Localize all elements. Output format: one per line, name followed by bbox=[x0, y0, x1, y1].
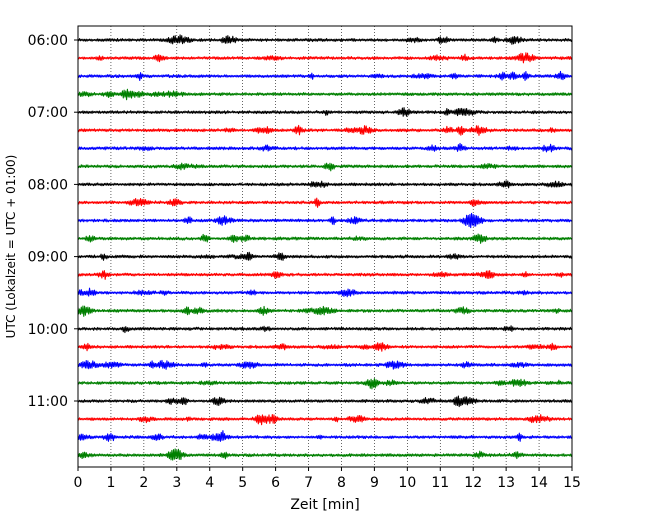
x-tick-label: 6 bbox=[271, 475, 280, 491]
trace-0945 bbox=[77, 305, 573, 317]
x-tick-label: 2 bbox=[139, 475, 148, 491]
y-tick-label: 09:00 bbox=[28, 250, 68, 266]
trace-0900 bbox=[77, 251, 573, 261]
x-tick-label: 3 bbox=[172, 475, 181, 491]
x-tick-label: 8 bbox=[337, 475, 346, 491]
seismic-traces bbox=[77, 34, 573, 461]
y-tick-label: 08:00 bbox=[28, 177, 68, 193]
x-tick-label: 9 bbox=[370, 475, 379, 491]
y-tick-label: 10:00 bbox=[28, 322, 68, 338]
trace-0815 bbox=[77, 197, 573, 208]
x-axis-ticks: 0 1 2 3 4 5 6 7 8 9 10 11 12 13 14 15 bbox=[74, 467, 581, 491]
trace-1100 bbox=[77, 395, 573, 408]
y-tick-label: 07:00 bbox=[28, 105, 68, 121]
x-tick-label: 1 bbox=[106, 475, 115, 491]
trace-0830 bbox=[77, 212, 573, 229]
trace-0915 bbox=[77, 270, 573, 280]
x-tick-label: 14 bbox=[530, 475, 548, 491]
x-axis-label: Zeit [min] bbox=[290, 497, 359, 513]
trace-1030 bbox=[77, 359, 573, 370]
x-tick-label: 13 bbox=[497, 475, 515, 491]
trace-0845 bbox=[77, 233, 573, 244]
trace-1145 bbox=[77, 448, 573, 461]
trace-0800 bbox=[77, 180, 573, 189]
y-tick-label: 06:00 bbox=[28, 33, 68, 49]
trace-0600 bbox=[77, 34, 573, 45]
trace-1115 bbox=[77, 414, 573, 426]
y-axis-label: UTC (Lokalzeit = UTC + 01:00) bbox=[4, 155, 18, 339]
trace-1045 bbox=[77, 378, 573, 390]
trace-0630 bbox=[77, 70, 573, 81]
trace-0745 bbox=[77, 162, 573, 172]
trace-0730 bbox=[77, 142, 573, 153]
y-tick-label: 11:00 bbox=[28, 394, 68, 410]
x-tick-label: 10 bbox=[398, 475, 416, 491]
trace-0645 bbox=[77, 88, 573, 101]
trace-1130 bbox=[77, 430, 573, 442]
trace-1015 bbox=[77, 342, 573, 352]
x-tick-label: 12 bbox=[464, 475, 482, 491]
x-tick-label: 5 bbox=[238, 475, 247, 491]
x-tick-label: 4 bbox=[205, 475, 214, 491]
y-axis-ticks: 06:00 07:00 08:00 09:00 10:00 11:00 bbox=[28, 33, 78, 410]
trace-0615 bbox=[77, 52, 573, 64]
x-tick-label: 0 bbox=[74, 475, 83, 491]
trace-1000 bbox=[77, 325, 573, 334]
x-tick-label: 15 bbox=[563, 475, 581, 491]
trace-0715 bbox=[77, 124, 573, 136]
x-tick-label: 7 bbox=[304, 475, 313, 491]
trace-0700 bbox=[77, 107, 573, 117]
plot-frame bbox=[77, 25, 573, 468]
trace-0930 bbox=[77, 287, 573, 298]
x-tick-label: 11 bbox=[431, 475, 449, 491]
